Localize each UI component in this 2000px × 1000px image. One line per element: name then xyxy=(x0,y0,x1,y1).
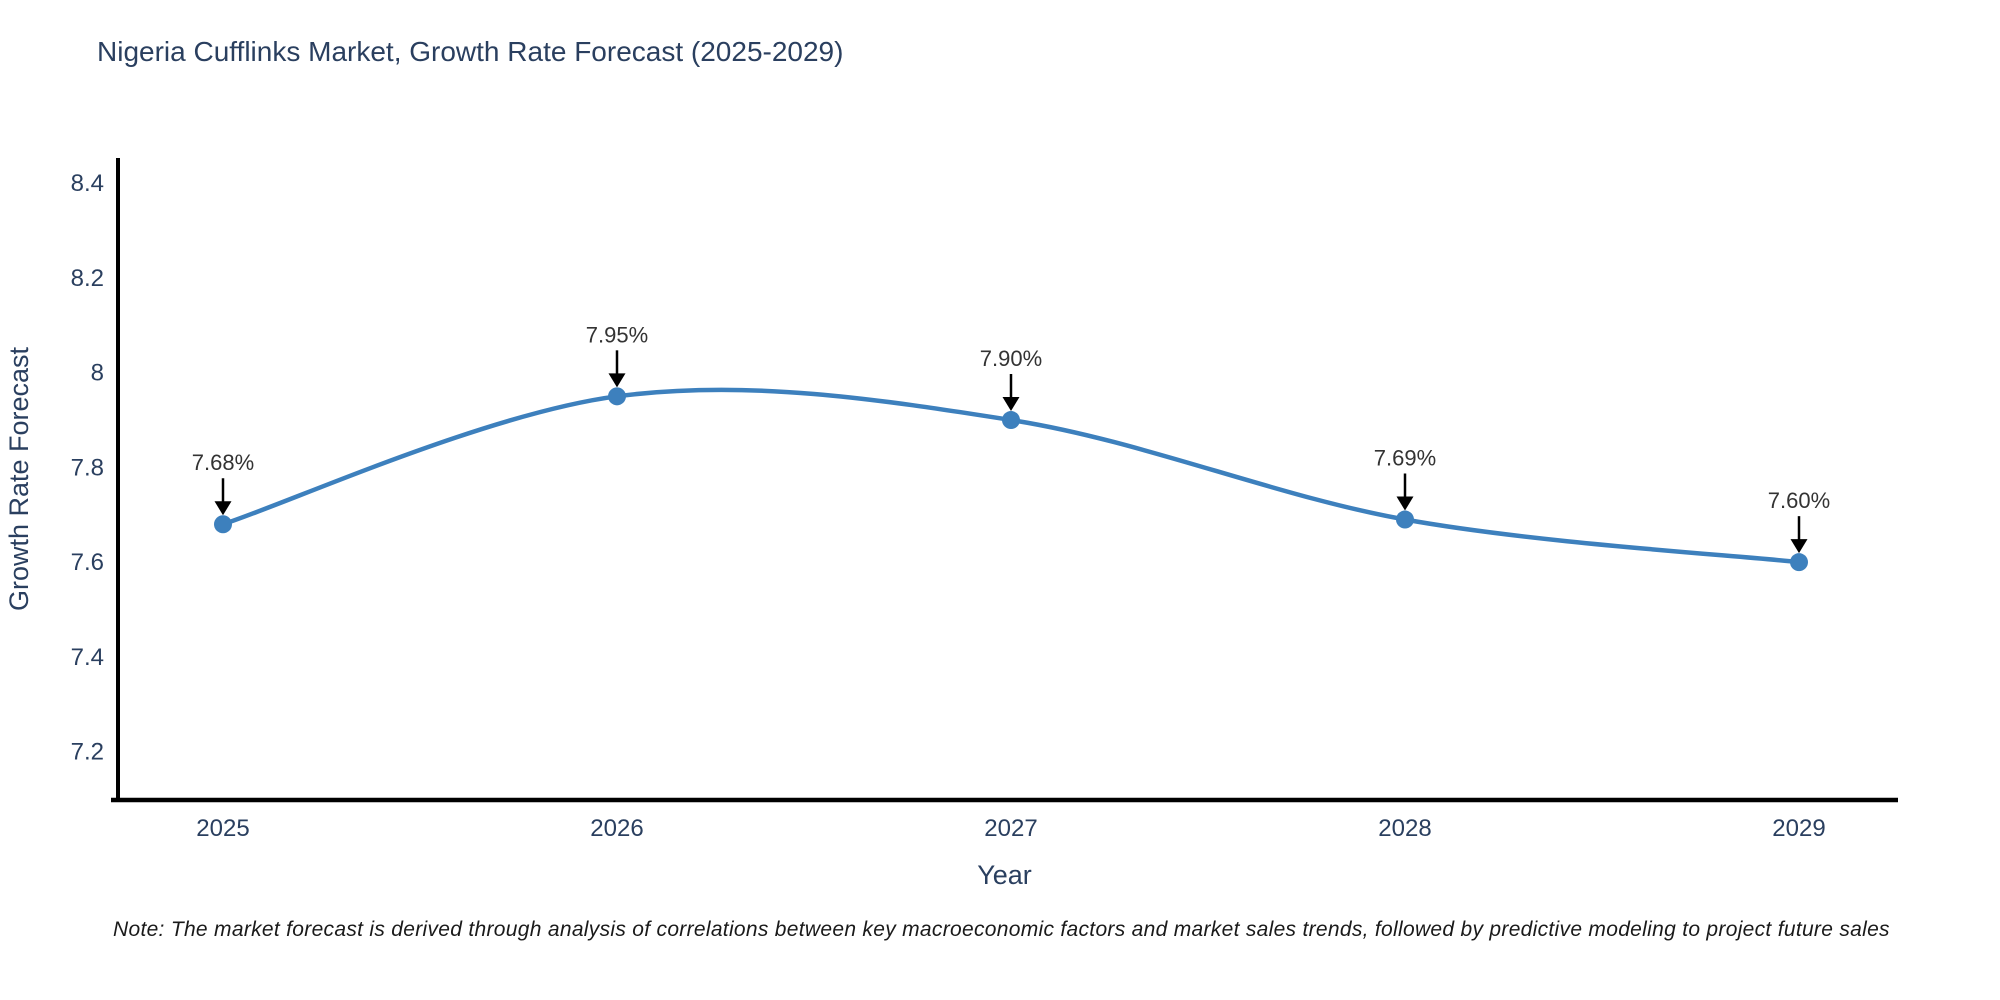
x-tick-label: 2027 xyxy=(984,815,1037,842)
y-tick-label: 7.4 xyxy=(71,644,104,671)
data-point-marker xyxy=(1396,510,1414,529)
annotation-arrowhead xyxy=(1790,539,1808,554)
chart-title: Nigeria Cufflinks Market, Growth Rate Fo… xyxy=(97,36,844,67)
y-tick-label: 8 xyxy=(91,360,104,387)
x-tick-label: 2025 xyxy=(196,815,249,842)
point-value-label: 7.95% xyxy=(586,322,648,347)
y-tick-label: 7.8 xyxy=(71,454,104,481)
point-value-label: 7.90% xyxy=(980,346,1042,371)
annotation-arrowhead xyxy=(1396,496,1414,511)
data-point-marker xyxy=(1790,553,1808,572)
y-tick-label: 8.4 xyxy=(71,170,104,197)
data-point-marker xyxy=(608,387,626,406)
annotation-arrowhead xyxy=(1002,397,1020,412)
y-axis-title: Growth Rate Forecast xyxy=(4,346,34,611)
x-tick-label: 2028 xyxy=(1378,815,1431,842)
point-value-label: 7.60% xyxy=(1768,488,1830,513)
annotation-arrowhead xyxy=(608,373,626,388)
footnote: Note: The market forecast is derived thr… xyxy=(113,918,1890,941)
x-axis-title: Year xyxy=(977,860,1032,890)
y-tick-label: 7.6 xyxy=(71,549,104,576)
annotation-arrowhead xyxy=(214,501,232,516)
data-point-marker xyxy=(214,515,232,534)
data-point-marker xyxy=(1002,411,1020,430)
x-tick-label: 2029 xyxy=(1772,815,1825,842)
point-value-label: 7.68% xyxy=(192,450,254,475)
y-tick-label: 7.2 xyxy=(71,739,104,766)
y-tick-label: 8.2 xyxy=(71,265,104,292)
point-value-label: 7.69% xyxy=(1374,446,1436,471)
x-tick-label: 2026 xyxy=(590,815,643,842)
